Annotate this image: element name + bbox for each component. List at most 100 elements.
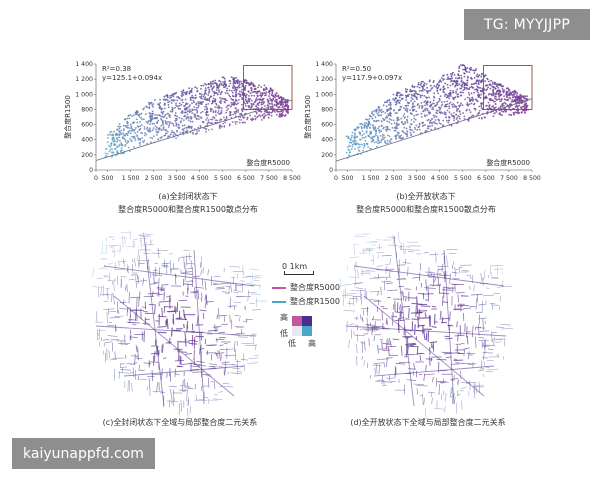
data-point xyxy=(138,115,141,118)
data-point xyxy=(190,127,193,129)
data-point xyxy=(186,113,189,115)
data-point xyxy=(470,76,472,79)
data-point xyxy=(139,144,141,146)
data-point xyxy=(428,122,431,124)
data-point xyxy=(149,117,152,120)
data-point xyxy=(440,111,443,113)
street-segment xyxy=(139,291,141,300)
data-point xyxy=(488,107,491,110)
street-segment xyxy=(112,250,120,252)
data-point xyxy=(423,84,426,87)
data-point xyxy=(444,93,447,96)
street-segment xyxy=(438,274,451,277)
data-point xyxy=(143,118,145,120)
data-point xyxy=(146,126,149,129)
data-point xyxy=(181,95,183,98)
data-point xyxy=(233,85,236,88)
data-point xyxy=(431,124,434,127)
data-point xyxy=(494,88,497,90)
data-point xyxy=(452,91,455,94)
street-segment xyxy=(103,308,115,310)
data-point xyxy=(382,136,384,139)
data-point xyxy=(487,86,489,89)
data-point xyxy=(232,87,235,90)
data-point xyxy=(357,146,359,149)
data-point xyxy=(366,127,368,130)
data-point xyxy=(498,96,500,98)
data-point xyxy=(515,104,518,107)
data-point xyxy=(436,87,439,90)
street-segment xyxy=(478,317,487,320)
data-point xyxy=(263,117,265,119)
data-point xyxy=(117,125,120,128)
data-point xyxy=(413,114,416,117)
street-segment xyxy=(422,393,424,406)
data-point xyxy=(129,123,132,126)
data-point xyxy=(235,110,238,113)
street-segment xyxy=(187,283,189,291)
data-point xyxy=(435,122,438,125)
street-segment xyxy=(129,372,134,374)
data-point xyxy=(409,131,412,134)
scatter-panel-b: 0 500 1 500 2 500 3 500 4 500 5 500 6 500 7 500 8… xyxy=(300,58,541,188)
data-point xyxy=(363,133,365,135)
data-point xyxy=(424,109,427,112)
data-point xyxy=(169,133,172,136)
data-point xyxy=(373,141,376,144)
street-segment xyxy=(179,385,190,387)
street-segment xyxy=(187,408,189,417)
data-point xyxy=(510,100,513,103)
data-point xyxy=(129,127,131,129)
street-segment xyxy=(383,379,385,385)
street-segment xyxy=(475,336,477,348)
data-point xyxy=(429,101,432,103)
data-point xyxy=(382,138,385,140)
data-point xyxy=(411,106,414,109)
data-point xyxy=(144,113,147,115)
arterial-road xyxy=(193,249,205,405)
street-segment xyxy=(395,311,404,314)
data-point xyxy=(388,140,391,143)
data-point xyxy=(401,94,404,96)
data-point xyxy=(126,120,129,123)
data-point xyxy=(105,154,108,157)
data-point xyxy=(129,129,131,132)
street-segment xyxy=(207,329,218,332)
street-segment xyxy=(109,316,120,319)
data-point xyxy=(426,108,429,110)
street-segment xyxy=(156,293,164,296)
x-tick-label: 3 500 xyxy=(408,175,426,182)
data-point xyxy=(130,127,133,130)
data-point xyxy=(175,119,178,122)
data-point xyxy=(140,112,143,115)
data-point xyxy=(454,105,456,108)
data-point xyxy=(428,96,430,99)
street-segment xyxy=(379,243,380,250)
data-point xyxy=(458,83,461,85)
street-segment xyxy=(162,357,167,360)
data-point xyxy=(459,113,462,115)
x-tick-label: 6 500 xyxy=(477,175,495,182)
data-point xyxy=(210,110,212,113)
legend-r5000-label: 整合度R5000 xyxy=(290,283,340,292)
data-point xyxy=(195,103,198,106)
data-point xyxy=(442,79,444,81)
data-point xyxy=(494,103,497,105)
street-segment xyxy=(451,387,453,394)
street-segment xyxy=(453,374,455,379)
data-point xyxy=(439,112,442,115)
street-segment xyxy=(435,251,437,259)
data-point xyxy=(184,130,187,133)
data-point xyxy=(169,97,171,99)
data-point xyxy=(110,144,113,147)
street-segment xyxy=(189,362,196,365)
data-point xyxy=(423,108,426,111)
data-point xyxy=(361,136,364,139)
data-point xyxy=(114,147,117,150)
data-point xyxy=(238,121,241,124)
data-point xyxy=(366,143,369,146)
data-point xyxy=(158,127,161,130)
data-point xyxy=(400,121,403,124)
data-point xyxy=(275,98,278,101)
y-tick-label: 400 xyxy=(321,137,333,144)
